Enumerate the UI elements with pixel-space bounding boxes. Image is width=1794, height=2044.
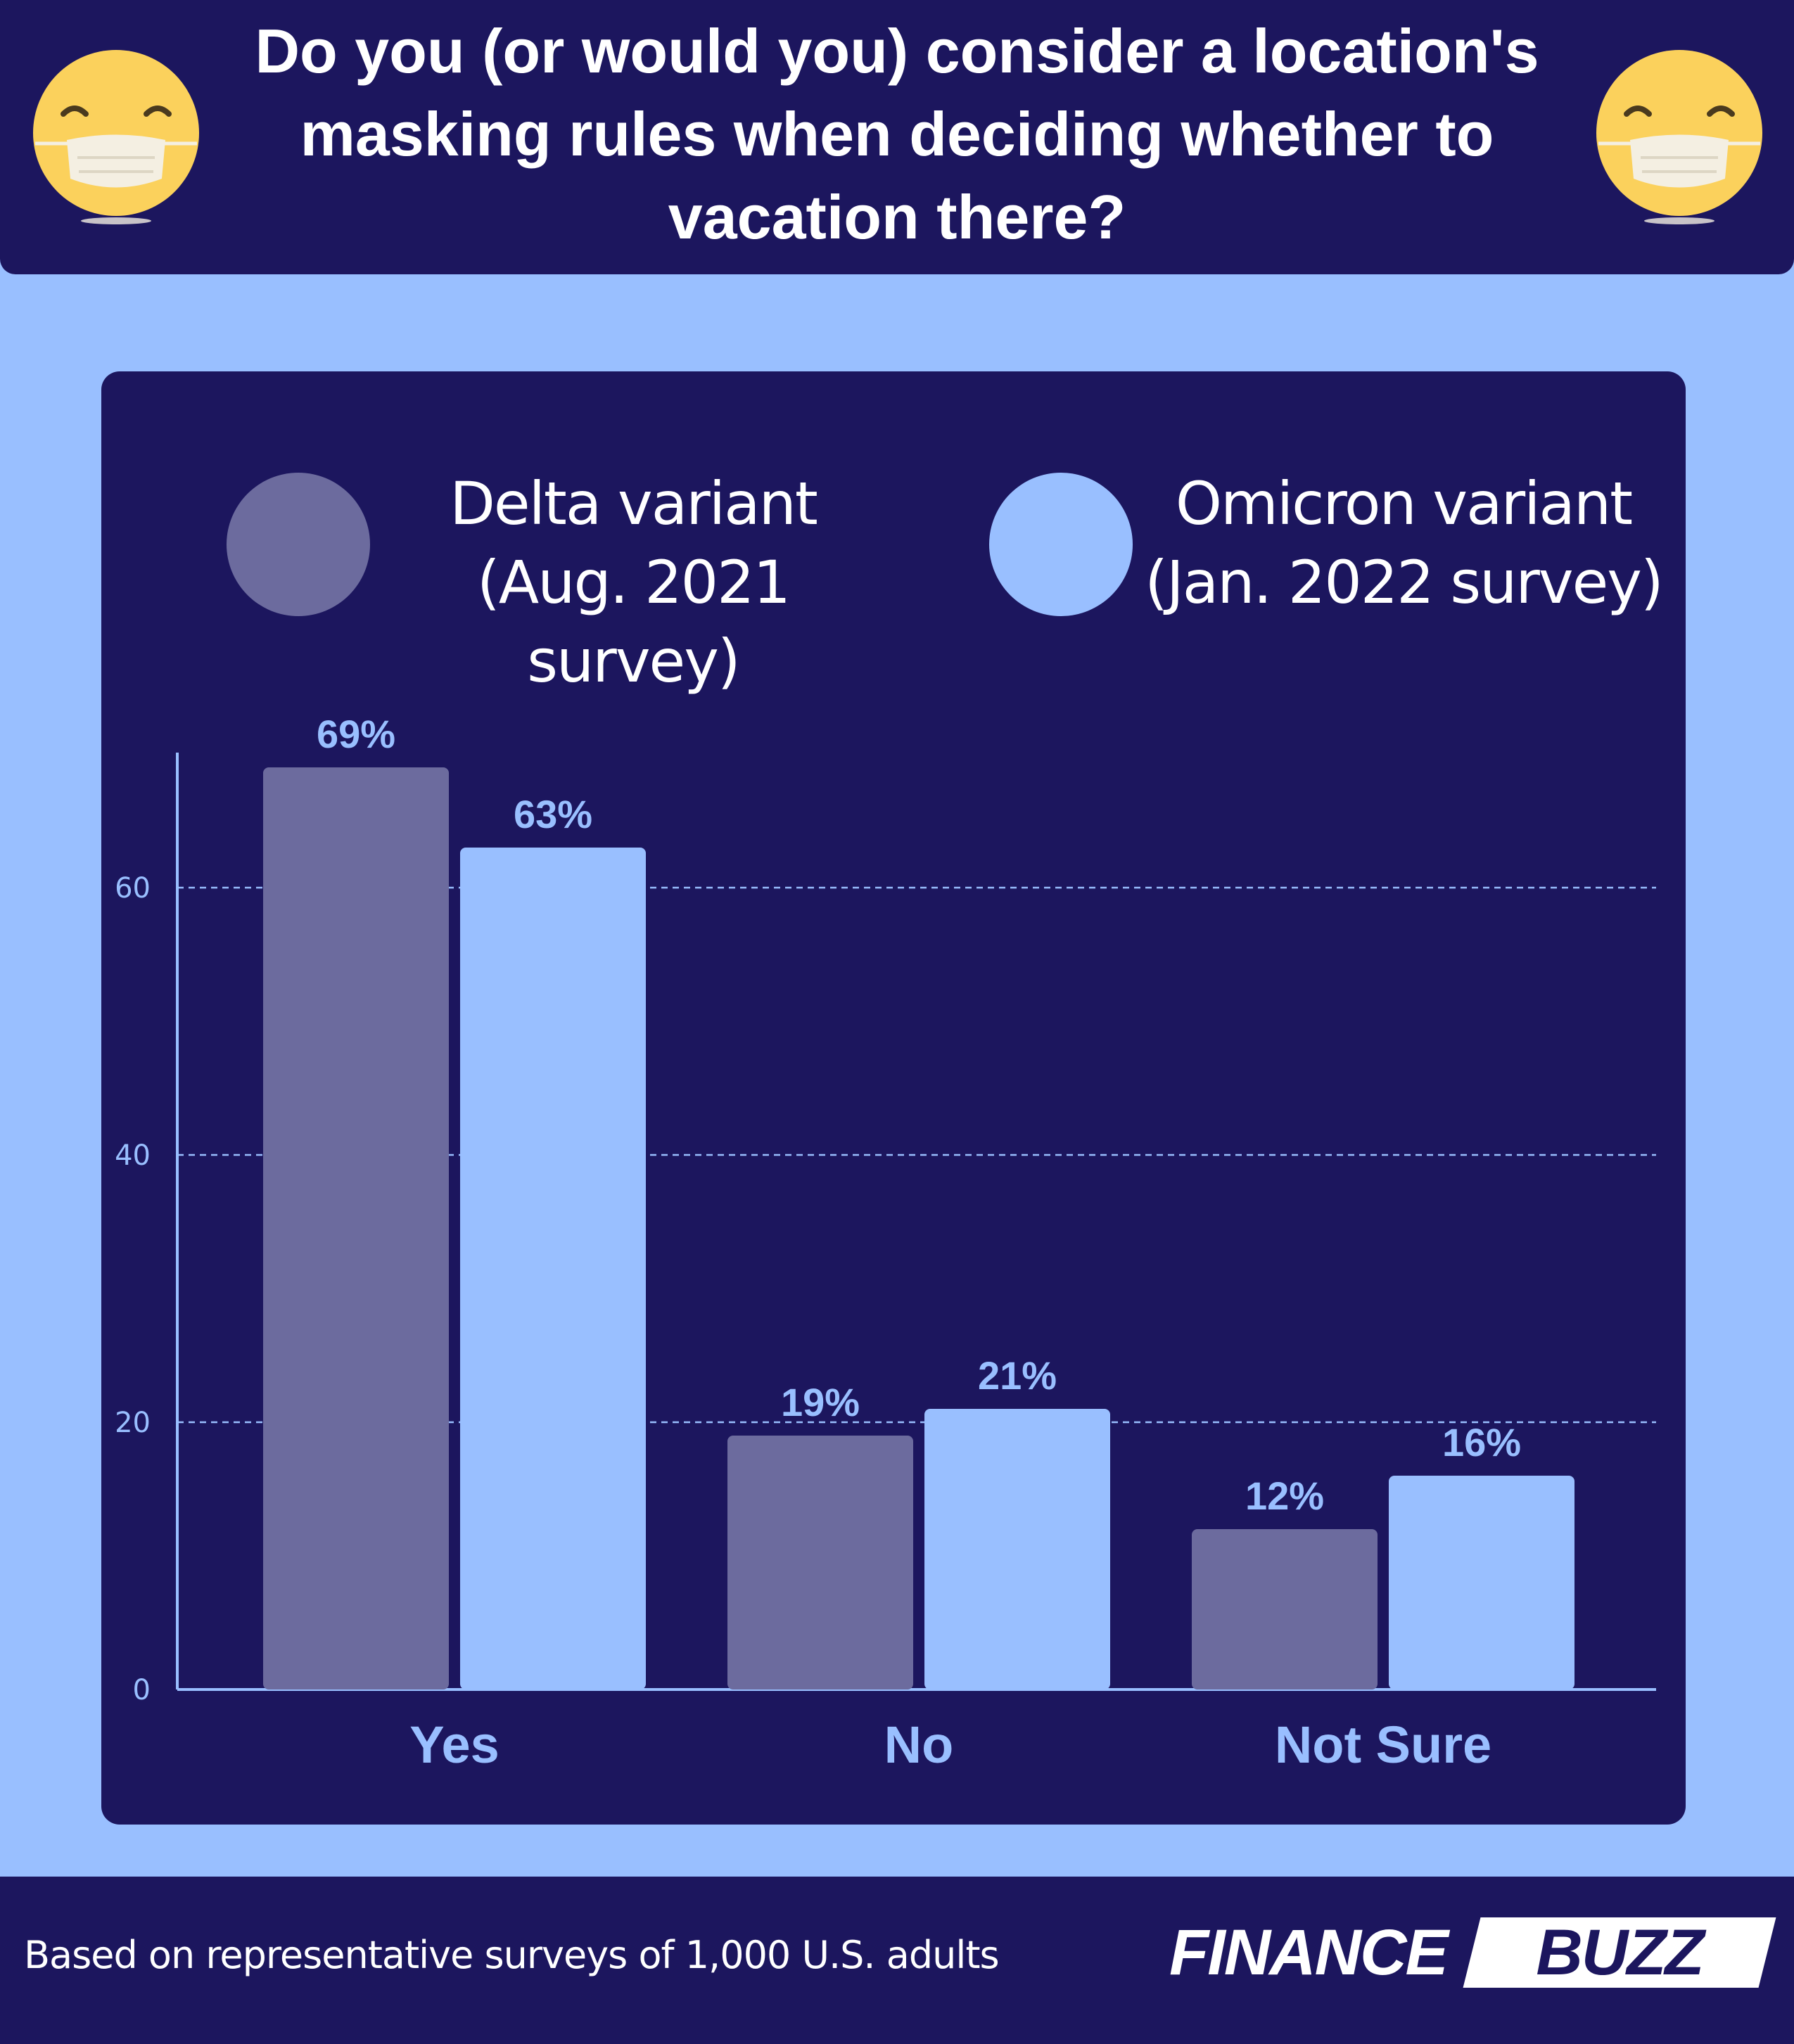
data-label: 63% (514, 792, 592, 836)
logo-buzz-box: BUZZ (1463, 1917, 1776, 1988)
legend-omicron-label: Omicron variant (Jan. 2022 survey) (1140, 464, 1667, 622)
legend-omicron-line1: Omicron variant (1175, 469, 1633, 538)
legend-delta-label: Delta variant (Aug. 2021 survey) (380, 464, 886, 701)
bar (727, 1436, 913, 1690)
masked-face-emoji-icon (33, 50, 199, 224)
source-note: Based on representative surveys of 1,000… (24, 1933, 1000, 1977)
logo-buzz-text: BUZZ (1536, 1917, 1703, 1988)
data-label: 19% (781, 1380, 860, 1424)
legend-omicron-swatch (989, 473, 1133, 616)
bar (924, 1409, 1110, 1690)
x-tick-label: Yes (409, 1716, 500, 1774)
data-label: 21% (978, 1353, 1057, 1398)
bar (460, 848, 646, 1690)
y-tick-label: 0 (133, 1674, 151, 1706)
bar (1389, 1476, 1574, 1690)
data-label: 12% (1245, 1474, 1324, 1518)
y-tick-label: 20 (115, 1407, 151, 1439)
x-tick-label: Not Sure (1275, 1716, 1491, 1774)
masked-face-emoji-icon (1596, 50, 1762, 224)
bar (263, 767, 449, 1690)
data-label: 69% (317, 712, 395, 756)
y-tick-label: 60 (115, 872, 151, 905)
masked-face-emoji-left (33, 50, 199, 224)
bar-chart: 0 20 40 60 69% 63% Yes 19% 21% No 12% 16% Not Sure (115, 712, 1656, 1774)
data-label: 16% (1442, 1420, 1521, 1464)
y-tick-label: 40 (115, 1139, 151, 1172)
legend-omicron-line2: (Jan. 2022 survey) (1145, 548, 1664, 617)
x-tick-label: No (884, 1716, 954, 1774)
logo-finance-text: FINANCE (1169, 1917, 1449, 1988)
header-banner: Do you (or would you) consider a locatio… (0, 0, 1794, 274)
chart-title: Do you (or would you) consider a locatio… (255, 16, 1539, 252)
bar (1192, 1529, 1378, 1690)
legend-delta-line2: (Aug. 2021 survey) (477, 548, 791, 696)
legend-delta-swatch (227, 473, 370, 616)
legend-delta-line1: Delta variant (450, 469, 818, 538)
masked-face-emoji-right (1596, 50, 1762, 224)
